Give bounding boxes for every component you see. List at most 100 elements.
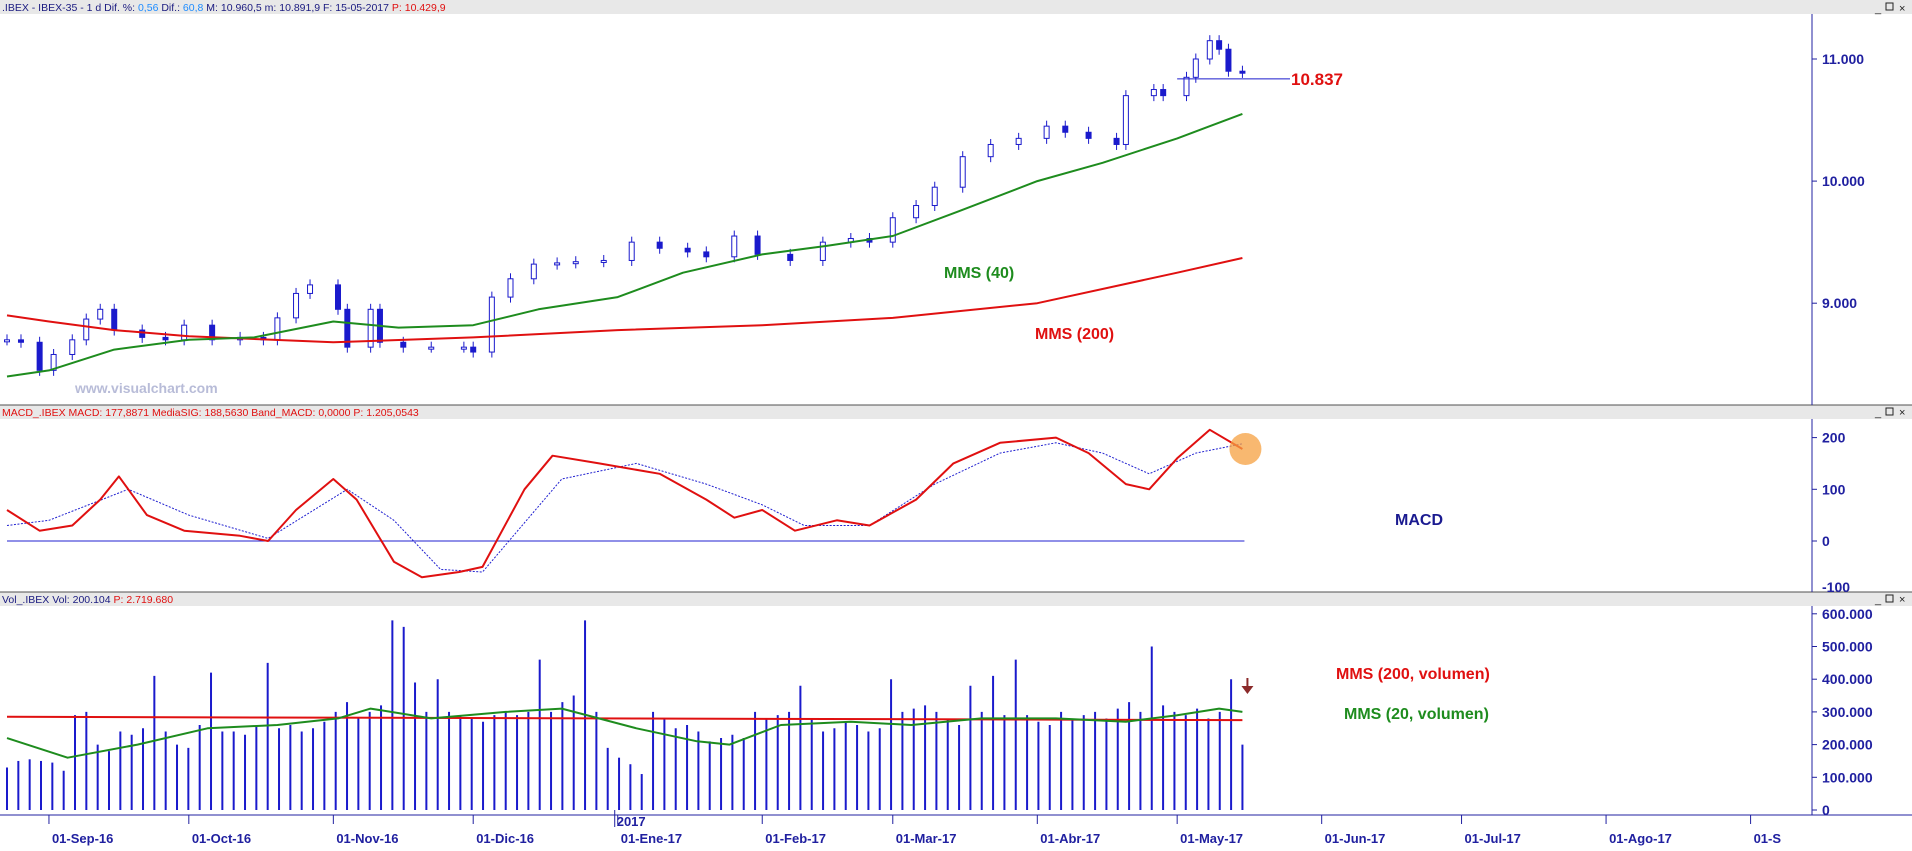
x-tick-label: 01-Dic-16 [476, 831, 534, 846]
candle-body [181, 324, 188, 341]
panel-frames [0, 0, 1912, 816]
candle-body [470, 346, 477, 353]
axes-labels: 9.000 10.000 11.000 -100 0 100 200 0 100.000 200.… [48, 51, 1873, 846]
price-header-bar [0, 0, 1912, 14]
candle-body [367, 308, 374, 348]
maximize-icon[interactable] [1885, 407, 1894, 416]
candle-body [1225, 48, 1232, 72]
volume-y-tick-label: 300.000 [1822, 704, 1873, 720]
volume-header-bar [0, 592, 1912, 606]
candle-body [889, 217, 896, 243]
maximize-icon[interactable] [1885, 2, 1894, 11]
candle-body [460, 346, 467, 350]
candle-body [111, 308, 118, 331]
candle-body [1150, 89, 1157, 97]
candle-body [400, 341, 407, 348]
candle-body [139, 329, 146, 338]
price-header: .IBEX - IBEX-35 - 1 d Dif. %: 0,56 Dif.:… [2, 2, 446, 14]
candle-body [1206, 40, 1213, 60]
mms200-line [6, 257, 1243, 344]
candle-body [787, 253, 794, 261]
macd-label: MACD [1395, 512, 1443, 529]
macd-y-tick-label: 100 [1822, 481, 1846, 497]
volume-mms200-label: MMS (200, volumen) [1336, 666, 1490, 683]
volume-header: Vol_.IBEX Vol: 200.104 P: 2.719.680 [2, 594, 173, 606]
price-plot [4, 35, 1290, 378]
x-tick-label: 01-Ene-17 [621, 831, 682, 846]
candle-body [307, 284, 314, 294]
candle-body [572, 261, 579, 265]
last-price-label: 10.837 [1291, 70, 1343, 89]
volume-y-tick-label: 400.000 [1822, 671, 1873, 687]
candle-body [684, 247, 691, 253]
down-arrow-icon [1241, 686, 1254, 694]
candle-body [1160, 89, 1167, 97]
candle-body [628, 241, 635, 261]
window-controls-volume[interactable]: _ × [1874, 594, 1905, 606]
x-tick-label: 01-Abr-17 [1040, 831, 1100, 846]
candle-body [1062, 125, 1069, 133]
x-tick-label: 01-Mar-17 [896, 831, 957, 846]
watermark: www.visualchart.com [74, 380, 218, 396]
x-tick-label: 01-Jun-17 [1325, 831, 1386, 846]
close-icon[interactable]: × [1899, 594, 1905, 606]
x-tick-label: 01-May-17 [1180, 831, 1243, 846]
minimize-icon[interactable]: _ [1874, 407, 1882, 419]
candle-body [703, 251, 710, 258]
volume-plot [6, 620, 1254, 810]
candle-body [931, 186, 938, 207]
x-tick-label: 01-Jul-17 [1465, 831, 1521, 846]
macd-line [6, 428, 1243, 579]
candle-body [959, 156, 966, 188]
candle-body [97, 308, 104, 320]
window-controls-price[interactable]: _ × [1874, 2, 1905, 15]
volume-y-tick-label: 500.000 [1822, 639, 1873, 655]
window-controls-macd[interactable]: _ × [1874, 407, 1905, 419]
volume-mms20-label: MMS (20, volumen) [1344, 706, 1489, 723]
candle-body [335, 284, 342, 310]
candle-body [162, 336, 169, 341]
candle-body [488, 296, 495, 353]
volume-y-tick-label: 200.000 [1822, 737, 1873, 753]
candle-body [1122, 95, 1129, 145]
volume-y-tick-label: 600.000 [1822, 606, 1873, 622]
price-y-tick-label: 10.000 [1822, 173, 1865, 189]
candle-body [1239, 70, 1246, 74]
candle-body [554, 262, 561, 266]
close-icon[interactable]: × [1899, 407, 1905, 419]
price-y-tick-label: 11.000 [1822, 51, 1864, 67]
candle-body [600, 259, 607, 263]
candle-body [1113, 137, 1120, 145]
candle-body [530, 263, 537, 280]
macd-y-tick-label: -100 [1822, 579, 1850, 595]
macd-header-bar [0, 405, 1912, 419]
mms40-label: MMS (40) [944, 265, 1014, 282]
x-tick-label: 01-Feb-17 [765, 831, 826, 846]
candle-body [1216, 40, 1223, 50]
volume-y-tick-label: 100.000 [1822, 769, 1873, 785]
maximize-icon[interactable] [1885, 594, 1894, 603]
minimize-icon[interactable]: _ [1874, 3, 1882, 15]
candle-body [344, 308, 351, 348]
mms40-line [6, 112, 1243, 378]
macd-header: MACD_.IBEX MACD: 177,8871 MediaSIG: 188,… [2, 407, 419, 419]
candle-body [1192, 58, 1199, 78]
candle-body [1085, 131, 1092, 139]
candle-body [274, 317, 281, 341]
x-tick-label: 01-Ago-17 [1609, 831, 1672, 846]
candle-body [36, 341, 43, 371]
candle-body [913, 205, 920, 219]
x-tick-label: 01-Oct-16 [192, 831, 251, 846]
candle-body [50, 353, 57, 371]
candle-body [17, 339, 24, 343]
volume-y-tick-label: 0 [1822, 802, 1830, 818]
volume-mms20-line [6, 707, 1243, 759]
candle-body [1043, 125, 1050, 139]
candle-body [731, 235, 738, 258]
macd-plot [6, 428, 1262, 579]
candle-body [987, 143, 994, 158]
candle-body [507, 278, 514, 298]
close-icon[interactable]: × [1899, 3, 1905, 15]
candle-body [819, 241, 826, 261]
minimize-icon[interactable]: _ [1874, 594, 1882, 606]
